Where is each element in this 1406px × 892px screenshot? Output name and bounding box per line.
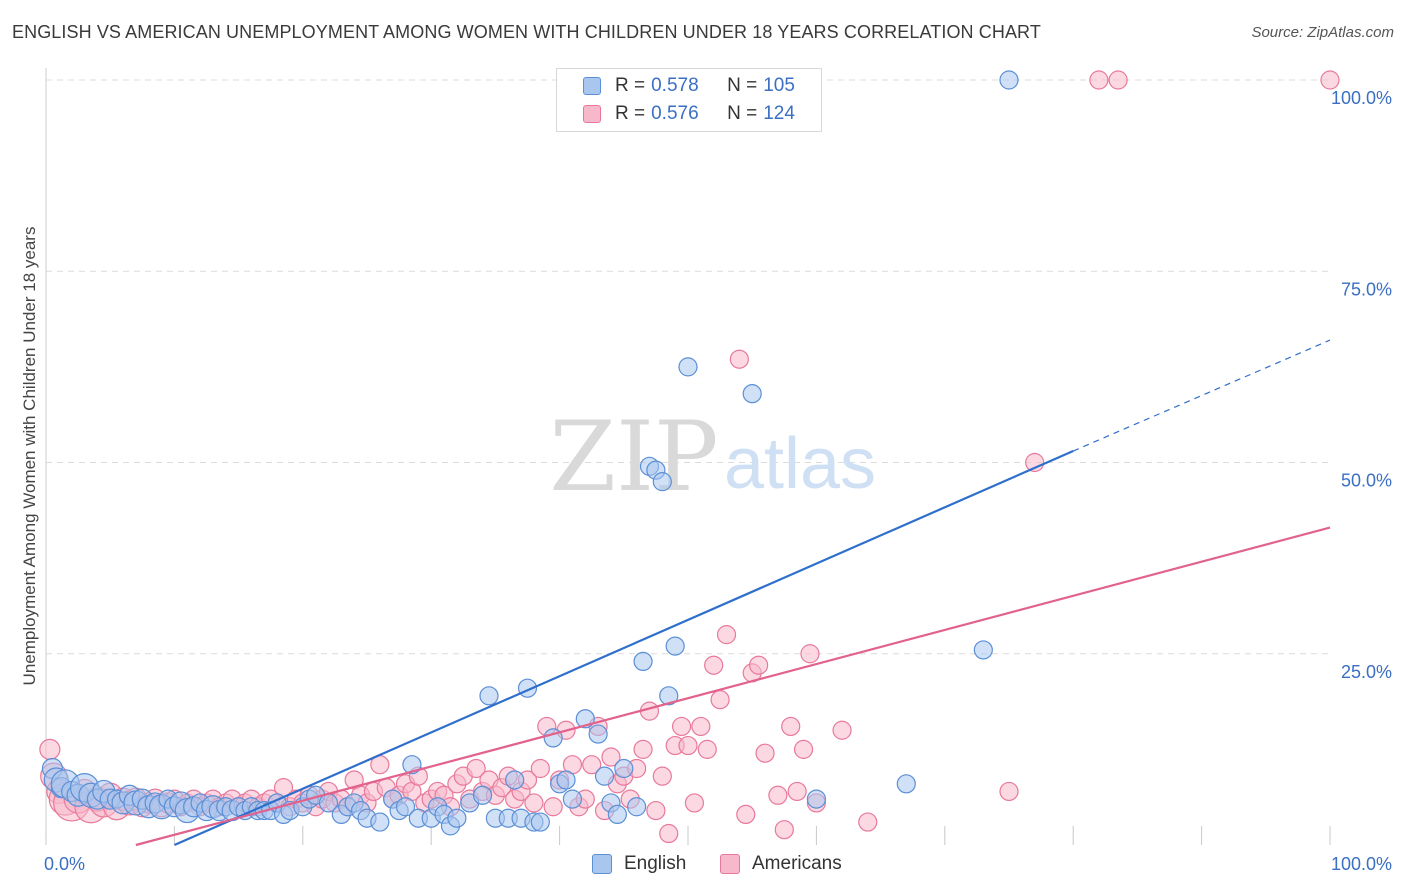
english-point [999,70,1019,90]
english-point [479,686,499,706]
english-point [402,755,422,775]
americans-point [749,655,769,675]
americans-point [684,793,705,813]
tick-labels: 25.0% 50.0% 75.0% 100.0% 0.0% 100.0% [44,88,1392,874]
americans-point [774,820,794,840]
americans-point [1108,70,1128,90]
english-point [588,724,608,744]
grid-lines [45,68,1331,845]
x-tick-label: 0.0% [44,854,85,874]
english-point [556,770,576,790]
americans-point [466,758,486,779]
legend-n-label: N = [727,75,758,96]
americans-trend-line [135,526,1331,847]
americans-point [729,349,749,369]
americans-point [787,781,807,802]
legend: R = 0.578 N = 105 R = 0.576 N = 124 [556,68,822,132]
english-trend-extension [1072,339,1331,452]
english-point [896,774,916,794]
americans-legend-swatch [720,854,740,874]
english-legend-label: English [624,853,687,874]
watermark-zip: ZIP [549,401,718,513]
americans-point [832,720,852,740]
americans-point [678,735,698,756]
english-point [562,789,583,809]
watermark-atlas: atlas [724,424,876,504]
legend-english-r: 0.578 [651,75,699,96]
y-tick-label: 50.0% [1341,471,1392,491]
americans-point [524,793,544,813]
y-tick-label: 75.0% [1341,279,1392,299]
watermark: ZIP atlas [549,401,876,513]
english-point [614,758,634,779]
english-point [678,357,698,377]
americans-point [633,739,653,759]
english-point [594,766,615,786]
english-point [447,808,467,828]
english-point [806,789,827,809]
english-point [659,686,679,706]
legend-n-label: N = [727,103,758,124]
americans-point [697,739,717,759]
americans-point [671,716,692,737]
english-point [627,797,647,817]
americans-point [710,690,730,710]
english-swatch [583,77,601,95]
americans-point [691,716,711,737]
english-legend-swatch [592,854,612,874]
english-trend-line [173,450,1074,847]
americans-point [659,823,679,844]
americans-point [39,738,61,760]
americans-point [601,747,621,767]
english-point [742,384,762,404]
americans-point [781,716,801,737]
americans-point [755,743,775,763]
english-point [973,640,993,660]
english-point [665,636,685,656]
americans-point [530,758,550,779]
americans-legend-label: Americans [752,853,842,874]
y-tick-label: 25.0% [1341,662,1392,682]
legend-row-americans: R = 0.576 N = 124 [557,101,795,127]
americans-swatch [583,105,601,123]
legend-r-label: R = [615,103,646,124]
legend-americans-n: 124 [763,103,795,124]
source-credit: Source: ZipAtlas.com [1251,24,1394,41]
americans-point [768,785,788,805]
americans-point [582,755,602,775]
bottom-legend-americans: Americans [720,850,842,878]
americans-point [1320,70,1340,90]
legend-english-n: 105 [763,75,795,96]
english-point [505,770,525,790]
americans-point [800,644,820,664]
english-point [472,785,493,805]
americans-point [716,625,737,645]
english-point [607,804,627,825]
americans-point [704,655,724,675]
english-point [395,797,416,817]
americans-point [646,800,666,821]
english-point [633,651,653,672]
legend-r-label: R = [615,75,646,96]
americans-point [999,781,1019,802]
americans-point [1089,70,1109,90]
english-point [652,472,672,492]
legend-americans-r: 0.576 [651,103,699,124]
chart-title: ENGLISH VS AMERICAN UNEMPLOYMENT AMONG W… [12,22,1041,42]
americans-point [858,812,878,832]
legend-row-english: R = 0.578 N = 105 [557,73,795,99]
americans-point [543,797,563,817]
english-point [530,812,550,832]
x-tick-label: 100.0% [1331,854,1392,874]
americans-point [793,739,814,759]
y-tick-label: 100.0% [1331,88,1392,108]
americans-point [652,766,672,786]
americans-point [736,804,756,825]
trend-lines [135,339,1331,847]
english-point [370,812,390,832]
bottom-legend-english: English [592,850,686,878]
